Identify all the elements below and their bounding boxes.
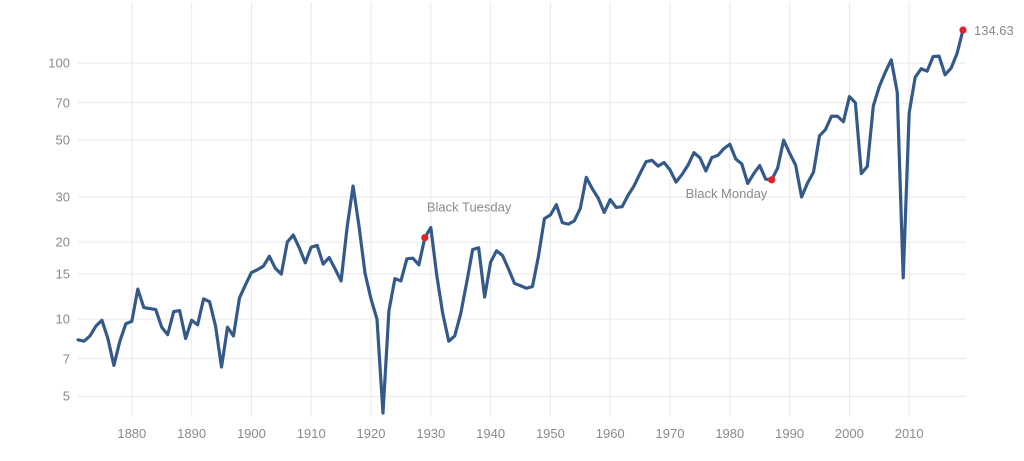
x-tick-label: 1890	[177, 426, 206, 441]
y-tick-label: 15	[56, 267, 70, 282]
x-tick-label: 2000	[835, 426, 864, 441]
y-tick-label: 70	[56, 95, 70, 110]
y-tick-label: 100	[48, 56, 70, 71]
y-gridlines	[78, 62, 966, 397]
x-tick-label: 1910	[297, 426, 326, 441]
y-tick-label: 5	[63, 389, 70, 404]
x-tick-label: 1990	[775, 426, 804, 441]
annotation-label: Black Tuesday	[427, 200, 512, 215]
x-tick-label: 1920	[357, 426, 386, 441]
annotation-layer: Black Tuesday Black Monday 134.63	[421, 23, 1014, 242]
y-tick-label: 7	[63, 351, 70, 366]
x-tick-label: 1900	[237, 426, 266, 441]
series-line	[76, 28, 965, 415]
y-axis: 5 7 10 15 20 30 50 70 100	[48, 56, 70, 404]
x-tick-label: 1960	[596, 426, 625, 441]
x-tick-label: 1930	[416, 426, 445, 441]
y-tick-label: 20	[56, 235, 70, 250]
x-tick-label: 1970	[656, 426, 685, 441]
annotation-label: Black Monday	[686, 186, 768, 201]
annotation-label: 134.63	[974, 23, 1014, 38]
x-tick-label: 1980	[715, 426, 744, 441]
highlight-point	[421, 234, 429, 242]
x-axis: 1880 1890 1900 1910 1920 1930 1940 1950 1960 1970…	[117, 426, 923, 441]
y-tick-label: 50	[56, 133, 70, 148]
highlight-point	[768, 176, 776, 184]
x-gridlines	[131, 2, 910, 417]
y-tick-label: 30	[56, 189, 70, 204]
x-tick-label: 1880	[117, 426, 146, 441]
x-tick-label: 1950	[536, 426, 565, 441]
y-tick-label: 10	[56, 312, 70, 327]
series-layer	[76, 28, 965, 415]
highlight-point	[959, 26, 967, 34]
x-tick-label: 1940	[476, 426, 505, 441]
x-tick-label: 2010	[895, 426, 924, 441]
